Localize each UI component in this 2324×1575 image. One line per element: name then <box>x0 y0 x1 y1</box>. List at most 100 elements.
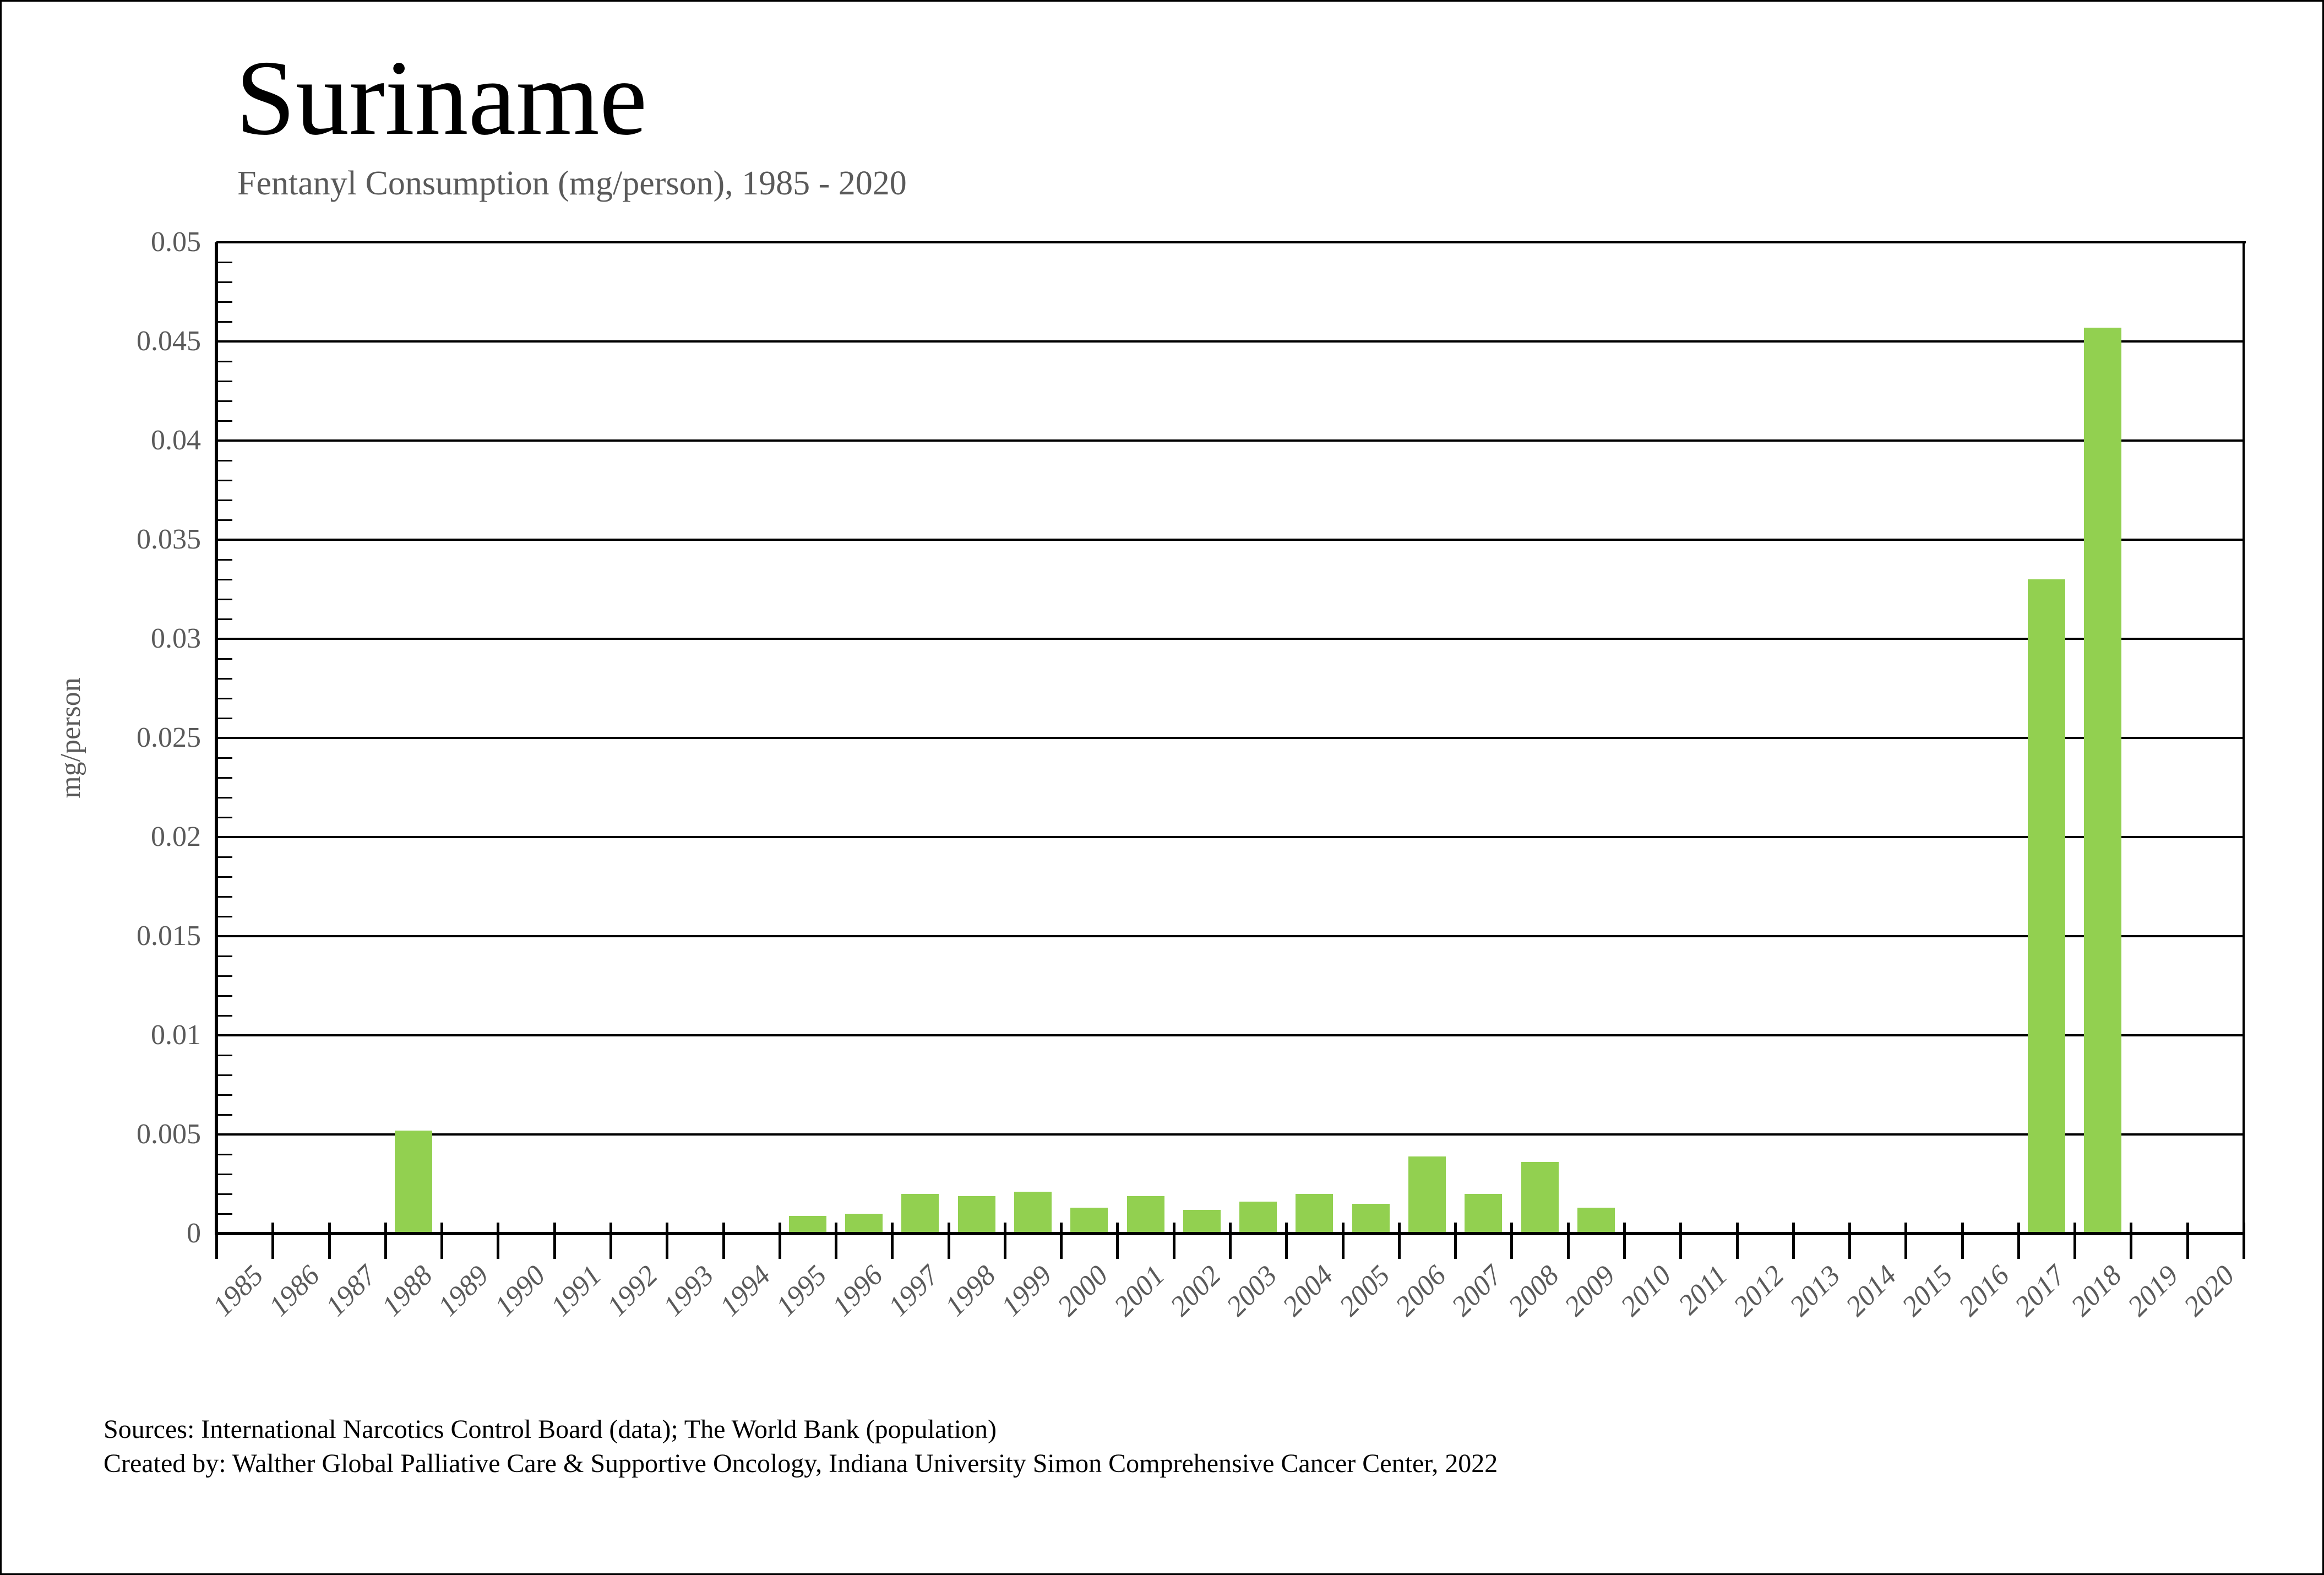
y-axis-title: mg/person <box>55 677 86 799</box>
x-axis-tick <box>835 1223 838 1259</box>
bar-2007 <box>1465 1194 1503 1234</box>
x-axis-label-text: 1999 <box>995 1259 1058 1323</box>
y-axis-tick-label: 0.05 <box>151 226 201 258</box>
x-axis-tick <box>1792 1223 1795 1259</box>
x-axis-label-text: 2003 <box>1220 1259 1283 1323</box>
x-axis-tick <box>1116 1223 1119 1259</box>
y-minor-tick <box>218 1174 232 1175</box>
y-axis-tick-label: 0.025 <box>137 722 201 753</box>
x-axis-tick <box>1735 1223 1739 1259</box>
major-gridline <box>216 935 2244 937</box>
x-axis-tick <box>1623 1223 1626 1259</box>
y-minor-tick <box>218 876 232 878</box>
y-minor-tick <box>218 262 232 263</box>
y-minor-tick <box>218 499 232 501</box>
y-minor-tick <box>218 321 232 323</box>
y-axis-line <box>215 242 218 1235</box>
y-minor-tick <box>218 1055 232 1056</box>
y-minor-tick <box>218 420 232 422</box>
x-axis-label-text: 2004 <box>1277 1259 1340 1323</box>
y-minor-tick <box>218 658 232 660</box>
x-axis-label-text: 1994 <box>714 1259 777 1323</box>
x-axis-tick <box>722 1223 725 1259</box>
x-axis-tick <box>497 1223 500 1259</box>
x-axis-tick <box>1510 1223 1514 1259</box>
plot-top-border <box>216 241 2246 243</box>
major-gridline <box>216 1034 2244 1036</box>
x-axis-tick <box>1566 1223 1570 1259</box>
x-axis-label-text: 1993 <box>657 1259 720 1323</box>
y-minor-tick <box>218 777 232 779</box>
major-gridline <box>216 539 2244 541</box>
y-minor-tick <box>218 1193 232 1195</box>
x-axis-tick <box>440 1223 444 1259</box>
y-minor-tick <box>218 678 232 680</box>
chart-title: Suriname <box>236 39 647 158</box>
y-minor-tick <box>218 817 232 818</box>
y-minor-tick <box>218 1094 232 1096</box>
x-axis-label-text: 1989 <box>432 1259 495 1323</box>
bar-2017 <box>2028 579 2066 1234</box>
y-minor-tick <box>218 1114 232 1116</box>
y-minor-tick <box>218 301 232 303</box>
x-axis-tick <box>609 1223 612 1259</box>
y-axis-tick-label: 0.03 <box>151 623 201 654</box>
major-gridline <box>216 1133 2244 1136</box>
x-axis-label-text: 1988 <box>375 1259 439 1323</box>
bar-2005 <box>1352 1204 1390 1234</box>
y-axis-tick-label: 0.045 <box>137 325 201 357</box>
bar-2008 <box>1521 1162 1559 1234</box>
x-axis-tick <box>1285 1223 1288 1259</box>
x-axis-label-text: 2020 <box>2178 1259 2241 1323</box>
x-axis-label-text: 2002 <box>1164 1259 1227 1323</box>
x-axis-label-text: 1990 <box>488 1259 552 1323</box>
footer-sources: Sources: International Narcotics Control… <box>104 1415 997 1444</box>
major-gridline <box>216 638 2244 640</box>
y-minor-tick <box>218 1015 232 1017</box>
x-axis-tick <box>2017 1223 2020 1259</box>
y-minor-tick <box>218 381 232 382</box>
bar-2004 <box>1296 1194 1334 1234</box>
footer-created-by: Created by: Walther Global Palliative Ca… <box>104 1449 1498 1478</box>
x-axis-tick <box>1229 1223 1232 1259</box>
y-minor-tick <box>218 579 232 580</box>
x-axis-label-text: 1997 <box>883 1259 946 1323</box>
y-minor-tick <box>218 1154 232 1155</box>
x-axis-label-text: 2000 <box>1052 1259 1114 1323</box>
y-minor-tick <box>218 281 232 283</box>
x-axis-tick <box>1961 1223 1964 1259</box>
bar-1988 <box>394 1130 432 1234</box>
y-minor-tick <box>218 718 232 719</box>
x-axis-label-text: 2015 <box>1896 1259 1960 1323</box>
y-axis-tick-label: 0 <box>187 1218 201 1249</box>
x-axis-tick <box>1003 1223 1006 1259</box>
bar-2003 <box>1239 1202 1277 1234</box>
x-axis-label-text: 2006 <box>1389 1259 1452 1323</box>
major-gridline <box>216 340 2244 343</box>
x-axis-label-text: 1986 <box>263 1259 326 1323</box>
x-axis-tick <box>778 1223 781 1259</box>
x-axis-label-text: 1998 <box>939 1259 1002 1323</box>
y-minor-tick <box>218 400 232 402</box>
y-minor-tick <box>218 698 232 699</box>
x-axis-tick <box>271 1223 275 1259</box>
chart-subtitle: Fentanyl Consumption (mg/person), 1985 -… <box>237 165 907 202</box>
x-axis-label-text: 2012 <box>1727 1259 1790 1323</box>
x-axis-label-text: 1995 <box>770 1259 833 1323</box>
y-minor-tick <box>218 599 232 600</box>
x-axis-tick <box>666 1223 669 1259</box>
x-axis-tick <box>2186 1223 2189 1259</box>
x-axis-tick <box>1454 1223 1457 1259</box>
x-axis-label-text: 2018 <box>2065 1259 2128 1323</box>
x-axis-label-text: 1991 <box>545 1259 608 1323</box>
y-axis-tick-label: 0.01 <box>151 1019 201 1051</box>
x-axis-label-text: 1987 <box>319 1259 383 1323</box>
x-axis-label-text: 2011 <box>1672 1259 1734 1321</box>
y-axis-tick-label: 0.035 <box>137 524 201 555</box>
x-axis-tick <box>328 1223 331 1259</box>
x-axis-tick <box>1060 1223 1063 1259</box>
y-minor-tick <box>218 757 232 759</box>
bar-2001 <box>1126 1196 1164 1234</box>
x-axis-label-text: 2001 <box>1108 1259 1171 1323</box>
